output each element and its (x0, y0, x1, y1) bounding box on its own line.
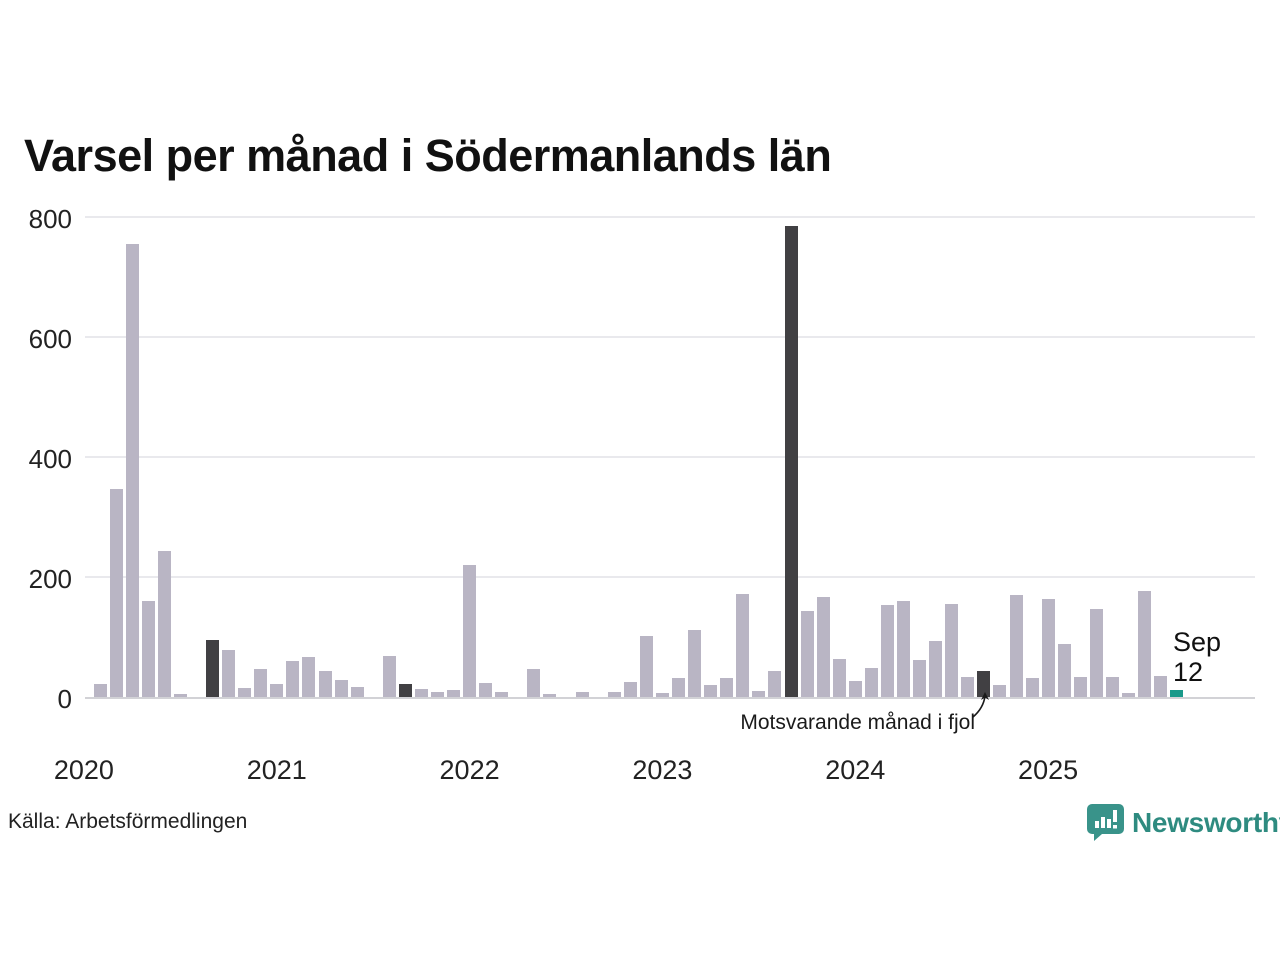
brand-name: Newsworthy (1132, 806, 1280, 838)
gridline-400 (85, 456, 1255, 458)
current-bar-label: Sep 12 (1173, 627, 1221, 687)
bar-month-52 (913, 659, 926, 697)
bar-month-54 (945, 604, 959, 697)
bar-september-fjol-56 (977, 671, 991, 697)
bar-month-47 (832, 658, 846, 697)
bar-month-14 (302, 656, 316, 697)
bar-month-34 (623, 682, 637, 697)
bar-month-9 (222, 650, 235, 697)
bar-month-62 (1073, 677, 1087, 697)
bar-month-33 (607, 692, 621, 697)
bar-month-46 (816, 596, 830, 697)
bar-month-48 (848, 681, 862, 697)
bar-month-12 (270, 684, 284, 697)
y-tick-label-200: 200 (28, 564, 72, 594)
bar-month-67 (1154, 676, 1168, 697)
bar-month-66 (1138, 590, 1151, 697)
bar-month-17 (350, 687, 364, 697)
bar-month-57 (993, 685, 1007, 697)
bar-september-fjol-20 (398, 683, 412, 697)
current-bar-label-day: 12 (1173, 657, 1204, 687)
bar-month-19 (382, 656, 396, 697)
bar-month-16 (334, 680, 348, 697)
bar-month-43 (768, 671, 782, 697)
bar-month-28 (527, 668, 541, 697)
x-year-label-2022: 2022 (439, 755, 500, 785)
bar-month-55 (961, 677, 975, 697)
bar-month-61 (1057, 644, 1071, 697)
bar-month-38 (688, 630, 702, 697)
bar-month-58 (1009, 595, 1023, 697)
bar-september-fjol-8 (206, 640, 219, 697)
bar-month-26 (495, 691, 509, 697)
newsworthy-bubble-icon (1087, 804, 1124, 841)
newsworthy-logo: Newsworthy (1087, 804, 1280, 841)
bar-month-25 (479, 683, 493, 697)
x-axis-line (85, 697, 1255, 699)
y-tick-label-600: 600 (28, 324, 72, 354)
bar-month-13 (286, 661, 300, 697)
gridline-200 (85, 576, 1255, 578)
bar-month-4 (141, 601, 155, 697)
bar-month-11 (254, 669, 268, 697)
bar-month-50 (880, 605, 894, 697)
bar-month-39 (704, 685, 718, 697)
bar-month-5 (157, 551, 171, 697)
x-year-label-2020: 2020 (53, 755, 114, 785)
annotation-arrow-icon (972, 692, 989, 718)
x-year-label-2024: 2024 (825, 755, 886, 785)
bar-month-23 (447, 689, 460, 697)
bar-month-24 (463, 565, 477, 697)
bar-month-63 (1089, 609, 1103, 697)
current-bar-label-month: Sep (1173, 627, 1222, 657)
bar-month-6 (173, 694, 187, 697)
bar-month-3 (125, 244, 139, 697)
bar-month-2 (109, 488, 123, 697)
x-year-label-2023: 2023 (632, 755, 693, 785)
gridline-600 (85, 336, 1255, 338)
bar-month-10 (238, 688, 252, 697)
bar-month-60 (1041, 599, 1055, 697)
bar-month-49 (864, 667, 878, 697)
bar-month-22 (430, 692, 444, 697)
bar-month-42 (752, 691, 766, 697)
bar-month-31 (575, 692, 589, 697)
y-tick-label-800: 800 (28, 204, 72, 234)
bar-month-29 (543, 694, 557, 697)
bar-month-36 (655, 692, 669, 697)
chart-title: Varsel per månad i Södermanlands län (24, 130, 832, 181)
x-year-label-2025: 2025 (1018, 755, 1079, 785)
bar-month-21 (414, 689, 428, 697)
y-tick-label-400: 400 (28, 444, 72, 474)
bar-month-53 (929, 641, 943, 697)
bar-month-41 (736, 594, 750, 697)
plot-area: 0 200 400 600 800 Motsvarande månad i fjol S… (29, 204, 1255, 734)
bar-month-15 (318, 671, 332, 697)
bar-month-1 (93, 683, 107, 697)
x-year-label-2021: 2021 (246, 755, 307, 785)
bar-current-month-68 (1170, 689, 1184, 697)
bar-month-35 (639, 636, 653, 697)
bar-month-65 (1122, 692, 1135, 697)
gridline-800 (85, 216, 1255, 218)
bar-month-59 (1025, 678, 1039, 697)
bar-month-40 (720, 678, 734, 697)
bar-september-fjol-44 (784, 226, 798, 697)
source-text: Källa: Arbetsförmedlingen (8, 810, 248, 833)
annotation-text: Motsvarande månad i fjol (740, 711, 975, 734)
y-tick-label-0: 0 (57, 684, 72, 714)
bar-month-51 (897, 601, 910, 697)
bar-month-45 (800, 611, 814, 697)
bar-month-64 (1105, 677, 1119, 697)
bar-month-37 (672, 677, 685, 697)
